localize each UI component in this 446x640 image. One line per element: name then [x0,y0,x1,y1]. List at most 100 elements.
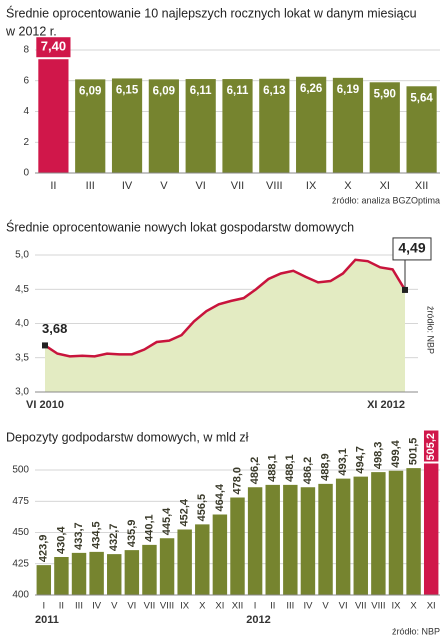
value-label: 445,4 [161,507,173,535]
bar [222,79,253,173]
value-label: 7,40 [41,39,66,54]
value-label: 498,3 [372,442,384,470]
x-tick-label: XI [427,601,436,612]
x-tick-label: XI [380,180,390,192]
value-label: 3,68 [42,321,67,336]
x-tick-label: XI 2012 [367,399,405,411]
bar [148,79,179,173]
y-tick-label: 3,5 [15,352,29,363]
value-label: 430,4 [55,526,67,554]
x-tick-label: IX [391,601,401,612]
area [45,259,405,392]
x-tick-label: I [254,601,257,612]
bar [259,78,290,173]
value-label: 488,1 [284,454,296,482]
bar [124,550,140,595]
value-label: 456,5 [196,494,208,522]
value-label: 6,19 [337,84,359,96]
y-tick-label: 8 [23,45,29,56]
value-label: 486,2 [249,457,261,485]
point-marker [42,342,48,349]
bar [195,524,210,595]
x-tick-label: III [86,180,95,192]
bar [369,82,400,173]
value-label: 6,13 [263,85,285,97]
bar [185,79,216,173]
x-tick-label: VI [195,180,205,192]
bar [332,77,364,173]
value-label: 440,1 [143,514,155,542]
x-tick-label: VII [144,601,156,612]
x-tick-label: X [410,601,417,612]
bar [142,544,157,595]
value-label: 423,9 [38,535,50,563]
value-label: 478,0 [231,467,243,495]
x-tick-label: VIII [160,601,174,612]
bar [89,551,104,595]
bar [300,487,316,595]
x-tick-label: VI [127,601,136,612]
bar [71,552,87,595]
source: źródło: NBP [426,306,436,354]
x-tick-label: II [270,601,275,612]
value-label: 6,11 [190,85,212,97]
x-tick-label: XI [215,601,224,612]
bar [212,514,228,595]
x-tick-label: IX [180,601,190,612]
bar [107,554,122,595]
value-label: 488,9 [319,453,331,481]
bar [283,484,298,595]
source: źródło: NBP [392,626,440,636]
bar [423,463,439,595]
y-tick-label: 3,0 [15,387,29,398]
x-tick-label: IV [122,180,133,192]
y-tick-label: 4,5 [15,284,29,295]
bar [38,59,69,173]
y-tick-label: 5,0 [15,250,29,261]
bar [75,79,106,173]
value-label: 494,7 [355,446,367,474]
value-label: 488,1 [267,454,279,482]
value-label: 6,11 [227,85,249,97]
value-label: 5,90 [374,88,396,100]
x-tick-label: III [286,601,294,612]
x-tick-label: X [199,601,206,612]
chart-title: Średnie oprocentowanie 10 najlepszych ro… [6,5,417,20]
x-tick-label: IX [306,180,317,192]
x-tick-label: II [50,180,56,192]
chart-subtitle: w 2012 r. [5,24,57,38]
x-tick-label: I [42,601,45,612]
value-label: 499,4 [390,439,402,467]
x-tick-label: VIII [371,601,385,612]
value-label: 434,5 [91,521,103,549]
label-box [36,37,71,58]
value-label: 435,9 [126,520,138,548]
chart-title: Depozyty godpodarstw domowych, w mld zł [6,430,249,444]
bar [111,78,143,173]
bar [388,470,404,595]
x-tick-label: VII [231,180,244,192]
x-tick-label: X [344,180,352,192]
label-box [423,430,439,462]
x-tick-label: IV [92,601,102,612]
bar [371,472,386,595]
y-tick-label: 2 [23,137,29,148]
value-label: 452,4 [179,498,191,526]
x-tick-label: VIII [266,180,283,192]
bar [159,538,175,595]
bar [54,557,69,595]
bar [247,487,263,595]
point-marker [402,286,408,293]
bar [406,468,421,595]
y-tick-label: 425 [12,558,29,569]
year-label: 2012 [246,614,270,626]
y-tick-label: 4 [23,106,29,117]
x-tick-label: V [322,601,329,612]
x-tick-label: XII [232,601,244,612]
x-tick-label: III [75,601,83,612]
label-box [392,237,432,261]
value-label: 6,09 [79,85,101,97]
x-tick-label: II [59,601,64,612]
bar [335,478,351,595]
bar [296,76,327,173]
